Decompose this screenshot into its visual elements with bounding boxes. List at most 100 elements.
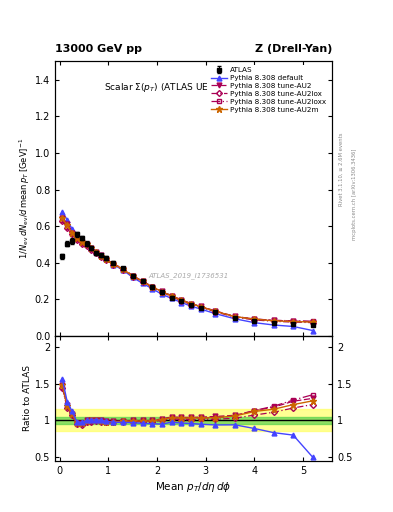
Pythia 8.308 tune-AU2loxx xyxy=(169,293,174,299)
Pythia 8.308 tune-AU2loxx xyxy=(104,257,108,263)
Pythia 8.308 tune-AU2loxx xyxy=(252,316,257,322)
Pythia 8.308 tune-AU2m xyxy=(121,266,125,272)
Pythia 8.308 tune-AU2 xyxy=(252,316,257,322)
Line: Pythia 8.308 tune-AU2loxx: Pythia 8.308 tune-AU2loxx xyxy=(60,218,315,323)
Pythia 8.308 tune-AU2loxx xyxy=(233,313,237,319)
Pythia 8.308 default xyxy=(79,238,84,244)
Pythia 8.308 tune-AU2lox xyxy=(252,317,257,323)
Pythia 8.308 tune-AU2 xyxy=(94,249,99,255)
Pythia 8.308 tune-AU2loxx xyxy=(84,242,89,248)
Pythia 8.308 tune-AU2m xyxy=(291,318,296,325)
Pythia 8.308 tune-AU2loxx xyxy=(79,240,84,246)
Pythia 8.308 tune-AU2 xyxy=(121,266,125,272)
Pythia 8.308 default xyxy=(213,311,218,317)
Pythia 8.308 tune-AU2loxx xyxy=(75,236,79,242)
Pythia 8.308 tune-AU2m xyxy=(213,308,218,314)
Bar xyxy=(55,417,332,424)
Pythia 8.308 tune-AU2 xyxy=(140,278,145,284)
Text: 13000 GeV pp: 13000 GeV pp xyxy=(55,44,142,54)
Pythia 8.308 tune-AU2loxx xyxy=(189,301,193,307)
Pythia 8.308 tune-AU2lox xyxy=(169,293,174,300)
Pythia 8.308 tune-AU2m xyxy=(84,241,89,247)
Pythia 8.308 default xyxy=(65,217,70,223)
Line: Pythia 8.308 tune-AU2lox: Pythia 8.308 tune-AU2lox xyxy=(60,219,315,325)
Pythia 8.308 tune-AU2 xyxy=(291,318,296,324)
Pythia 8.308 tune-AU2 xyxy=(179,296,184,303)
Line: Pythia 8.308 tune-AU2: Pythia 8.308 tune-AU2 xyxy=(60,216,315,324)
Pythia 8.308 tune-AU2lox xyxy=(104,257,108,263)
Pythia 8.308 tune-AU2 xyxy=(111,261,116,267)
Pythia 8.308 tune-AU2m xyxy=(160,288,164,294)
Pythia 8.308 default xyxy=(130,274,135,281)
Pythia 8.308 tune-AU2 xyxy=(75,235,79,241)
Y-axis label: $1/N_\mathrm{ev}\,dN_\mathrm{ev}/d\,\mathrm{mean}\,p_T\,[\mathrm{GeV}]^{-1}$: $1/N_\mathrm{ev}\,dN_\mathrm{ev}/d\,\mat… xyxy=(18,138,32,259)
Pythia 8.308 tune-AU2 xyxy=(160,288,164,294)
Text: ATLAS_2019_I1736531: ATLAS_2019_I1736531 xyxy=(148,272,228,279)
Pythia 8.308 tune-AU2lox xyxy=(99,254,104,260)
Legend: ATLAS, Pythia 8.308 default, Pythia 8.308 tune-AU2, Pythia 8.308 tune-AU2lox, Py: ATLAS, Pythia 8.308 default, Pythia 8.30… xyxy=(209,65,329,115)
Pythia 8.308 tune-AU2loxx xyxy=(70,231,74,237)
Pythia 8.308 tune-AU2m xyxy=(79,239,84,245)
Pythia 8.308 tune-AU2m xyxy=(104,257,108,263)
Pythia 8.308 default xyxy=(84,241,89,247)
Pythia 8.308 tune-AU2lox xyxy=(310,319,315,326)
Pythia 8.308 default xyxy=(189,303,193,309)
Pythia 8.308 tune-AU2lox xyxy=(189,302,193,308)
Pythia 8.308 tune-AU2 xyxy=(169,293,174,299)
Pythia 8.308 tune-AU2loxx xyxy=(94,250,99,256)
Pythia 8.308 tune-AU2lox xyxy=(89,247,94,253)
Pythia 8.308 tune-AU2lox xyxy=(79,241,84,247)
Pythia 8.308 tune-AU2lox xyxy=(121,267,125,273)
Pythia 8.308 default xyxy=(75,233,79,239)
Pythia 8.308 tune-AU2 xyxy=(70,229,74,236)
Pythia 8.308 tune-AU2 xyxy=(198,303,203,309)
Pythia 8.308 default xyxy=(94,249,99,255)
Pythia 8.308 default xyxy=(179,300,184,306)
Pythia 8.308 tune-AU2 xyxy=(60,215,65,221)
Pythia 8.308 tune-AU2lox xyxy=(179,298,184,304)
Pythia 8.308 default xyxy=(252,319,257,326)
Pythia 8.308 tune-AU2m xyxy=(198,304,203,310)
Pythia 8.308 tune-AU2m xyxy=(89,245,94,251)
Y-axis label: Ratio to ATLAS: Ratio to ATLAS xyxy=(23,366,32,432)
Pythia 8.308 tune-AU2 xyxy=(65,221,70,227)
Pythia 8.308 tune-AU2lox xyxy=(84,243,89,249)
Pythia 8.308 tune-AU2loxx xyxy=(140,279,145,285)
Pythia 8.308 tune-AU2lox xyxy=(198,304,203,310)
Pythia 8.308 tune-AU2m xyxy=(65,222,70,228)
Pythia 8.308 tune-AU2 xyxy=(189,301,193,307)
Pythia 8.308 default xyxy=(198,306,203,312)
Pythia 8.308 tune-AU2m xyxy=(310,319,315,325)
Line: Pythia 8.308 default: Pythia 8.308 default xyxy=(60,209,315,333)
Pythia 8.308 tune-AU2m xyxy=(189,301,193,307)
Pythia 8.308 tune-AU2lox xyxy=(272,318,276,325)
Pythia 8.308 tune-AU2loxx xyxy=(179,297,184,303)
Pythia 8.308 tune-AU2m xyxy=(272,318,276,324)
Pythia 8.308 tune-AU2loxx xyxy=(160,288,164,294)
Pythia 8.308 default xyxy=(233,316,237,322)
Pythia 8.308 tune-AU2loxx xyxy=(89,246,94,252)
Pythia 8.308 tune-AU2loxx xyxy=(291,318,296,324)
Pythia 8.308 tune-AU2lox xyxy=(150,285,154,291)
Pythia 8.308 tune-AU2 xyxy=(213,308,218,314)
Pythia 8.308 tune-AU2loxx xyxy=(111,261,116,267)
Text: mcplots.cern.ch [arXiv:1306.3436]: mcplots.cern.ch [arXiv:1306.3436] xyxy=(352,149,357,240)
Pythia 8.308 tune-AU2loxx xyxy=(130,273,135,279)
Pythia 8.308 tune-AU2 xyxy=(310,318,315,325)
Pythia 8.308 tune-AU2lox xyxy=(130,273,135,280)
Pythia 8.308 tune-AU2loxx xyxy=(198,304,203,310)
Pythia 8.308 default xyxy=(60,208,65,215)
Pythia 8.308 default xyxy=(99,252,104,259)
Pythia 8.308 tune-AU2m xyxy=(140,279,145,285)
Pythia 8.308 tune-AU2 xyxy=(104,256,108,262)
Pythia 8.308 default xyxy=(310,328,315,334)
Pythia 8.308 tune-AU2m xyxy=(75,235,79,241)
Pythia 8.308 tune-AU2 xyxy=(89,245,94,251)
Pythia 8.308 default xyxy=(272,322,276,328)
Pythia 8.308 tune-AU2lox xyxy=(111,262,116,268)
Pythia 8.308 tune-AU2lox xyxy=(70,231,74,238)
Pythia 8.308 tune-AU2m xyxy=(99,253,104,259)
Pythia 8.308 tune-AU2m xyxy=(111,261,116,267)
Pythia 8.308 tune-AU2loxx xyxy=(60,217,65,223)
Pythia 8.308 tune-AU2loxx xyxy=(121,266,125,272)
